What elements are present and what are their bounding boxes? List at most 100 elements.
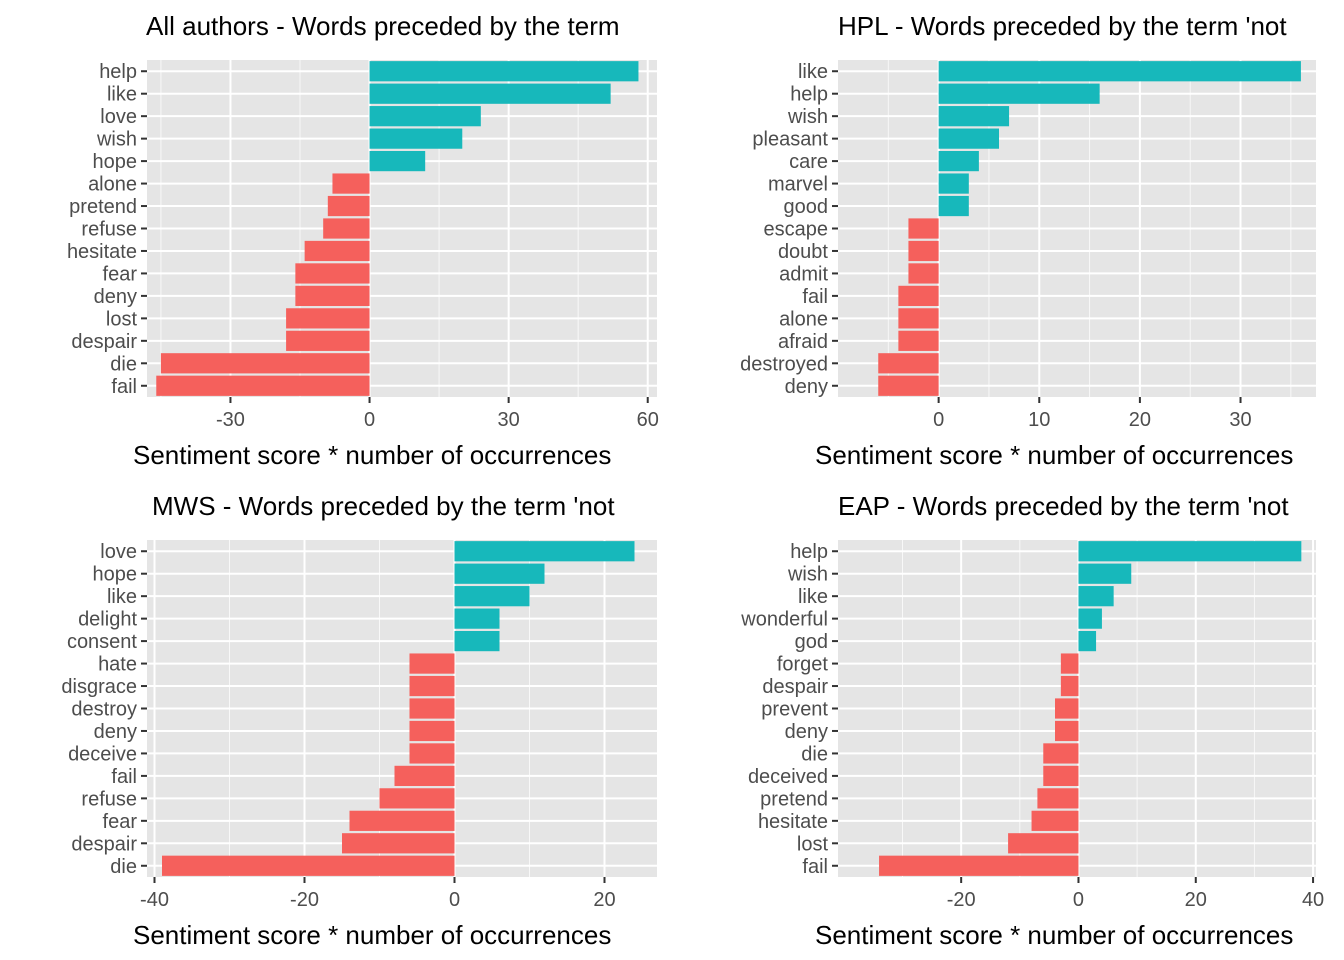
y-tick-label: fail [111, 376, 137, 398]
chart-panel-2: lovehopelikedelightconsenthatedisgracede… [61, 491, 657, 950]
bar-deny [1055, 720, 1079, 742]
x-axis-label: Sentiment score * number of occurrences [815, 440, 1293, 470]
bar-despair [286, 330, 370, 351]
chart-title: EAP - Words preceded by the term 'not [838, 491, 1289, 521]
chart-title: HPL - Words preceded by the term 'not [838, 11, 1287, 41]
y-tick-label: deny [94, 721, 137, 743]
y-tick-label: pretend [760, 788, 828, 810]
y-tick-label: destroy [71, 699, 137, 721]
y-tick-label: fail [802, 856, 828, 878]
chart-title: MWS - Words preceded by the term 'not [152, 491, 615, 521]
bar-die [162, 855, 455, 876]
y-tick-label: like [107, 84, 137, 106]
y-tick-label: deny [785, 721, 828, 743]
bar-destroyed [878, 353, 939, 374]
chart-panel-0: helplikelovewishhopealonepretendrefusehe… [67, 11, 659, 470]
bar-despair [1060, 675, 1079, 697]
y-tick-label: pretend [69, 196, 137, 218]
bar-despair [342, 833, 455, 854]
bar-hope [369, 150, 426, 172]
bar-escape [908, 218, 939, 239]
bar-marvel [938, 173, 969, 194]
chart-panel-3: helpwishlikewonderfulgodforgetdespairpre… [740, 491, 1324, 950]
x-tick-label: 10 [1028, 409, 1050, 431]
bar-pretend [327, 195, 370, 217]
x-tick-label: 30 [498, 409, 520, 431]
bar-forget [1060, 653, 1079, 674]
bar-refuse [323, 218, 370, 239]
bar-help [369, 61, 639, 82]
y-tick-label: wonderful [740, 609, 828, 631]
x-tick-label: 60 [637, 409, 659, 431]
y-tick-label: hope [93, 564, 138, 586]
x-tick-label: 0 [449, 889, 460, 911]
y-tick-label: hope [93, 151, 138, 173]
y-tick-label: love [100, 541, 137, 563]
y-tick-label: wish [787, 106, 828, 128]
bar-die [1043, 743, 1079, 764]
bar-deny [295, 285, 370, 307]
bar-doubt [908, 240, 939, 262]
bar-die [160, 353, 370, 374]
x-tick-label: 40 [1302, 889, 1324, 911]
bar-wonderful [1078, 608, 1102, 629]
bar-wish [1078, 563, 1132, 584]
bar-hesitate [1031, 810, 1079, 831]
bar-wish [369, 128, 463, 149]
y-tick-label: like [798, 61, 828, 83]
y-tick-label: deceive [68, 743, 137, 765]
bar-refuse [379, 788, 455, 809]
y-tick-label: admit [779, 263, 828, 285]
bar-like [1078, 586, 1114, 607]
bar-help [1078, 541, 1302, 562]
y-tick-label: despair [762, 676, 828, 698]
bar-fear [295, 263, 370, 284]
bar-like [369, 83, 611, 104]
y-tick-label: despair [71, 331, 137, 353]
y-tick-label: destroyed [740, 353, 828, 375]
x-tick-label: -30 [216, 409, 245, 431]
bar-fail [156, 375, 370, 396]
y-tick-label: hate [98, 654, 137, 676]
y-tick-label: prevent [761, 699, 828, 721]
bar-god [1078, 630, 1097, 652]
bar-pretend [1037, 788, 1079, 809]
x-tick-label: 20 [1129, 409, 1151, 431]
x-tick-label: 20 [1185, 889, 1207, 911]
bar-consent [454, 630, 500, 652]
bar-deny [878, 375, 939, 396]
bar-wish [938, 106, 1010, 127]
y-tick-label: fear [103, 263, 138, 285]
y-tick-label: wish [96, 129, 137, 151]
y-tick-label: despair [71, 833, 137, 855]
y-tick-label: forget [777, 654, 829, 676]
y-tick-label: die [801, 743, 828, 765]
y-tick-label: help [790, 541, 828, 563]
x-tick-label: 0 [364, 409, 375, 431]
x-tick-label: 30 [1229, 409, 1251, 431]
y-tick-label: refuse [81, 219, 137, 241]
y-tick-label: deny [94, 286, 137, 308]
y-tick-label: disgrace [61, 676, 137, 698]
y-tick-label: alone [779, 308, 828, 330]
bar-care [938, 150, 979, 172]
y-tick-label: doubt [778, 241, 828, 263]
x-tick-label: -20 [947, 889, 976, 911]
bar-alone [898, 308, 939, 329]
y-tick-label: like [798, 586, 828, 608]
bar-deny [409, 720, 455, 742]
bar-destroy [409, 698, 455, 719]
y-tick-label: deceived [748, 766, 828, 788]
x-tick-label: 20 [593, 889, 615, 911]
y-tick-label: afraid [778, 331, 828, 353]
bar-admit [908, 263, 939, 284]
bar-like [938, 61, 1301, 82]
y-tick-label: like [107, 586, 137, 608]
y-tick-label: pleasant [752, 129, 828, 151]
bar-love [369, 106, 481, 127]
x-tick-label: -40 [140, 889, 169, 911]
bar-hate [409, 653, 455, 674]
bar-fail [898, 285, 939, 307]
x-tick-label: -20 [290, 889, 319, 911]
bar-good [938, 195, 969, 217]
